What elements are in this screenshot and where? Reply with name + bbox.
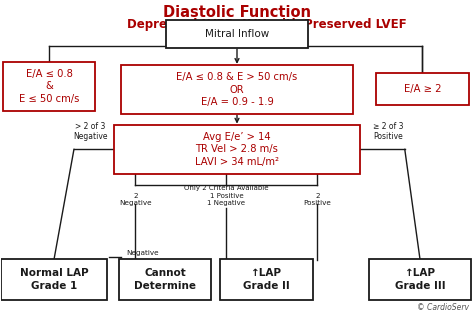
Text: Mitral Inflow: Mitral Inflow <box>205 29 269 39</box>
Text: Depressed LVEF: Depressed LVEF <box>128 18 237 31</box>
FancyBboxPatch shape <box>220 259 313 300</box>
Text: Only 2 Criteria Available: Only 2 Criteria Available <box>184 185 269 191</box>
FancyBboxPatch shape <box>121 65 353 114</box>
Text: LVH with Preserved LVEF: LVH with Preserved LVEF <box>238 18 407 31</box>
Text: ≥ 2 of 3
Positive: ≥ 2 of 3 Positive <box>373 122 403 142</box>
FancyBboxPatch shape <box>0 259 107 300</box>
FancyBboxPatch shape <box>3 62 95 111</box>
Text: 2
Positive: 2 Positive <box>303 193 331 206</box>
Text: 2
Negative: 2 Negative <box>119 193 152 206</box>
Text: Negative: Negative <box>126 250 159 256</box>
Text: © CardioServ: © CardioServ <box>417 303 469 312</box>
Text: Cannot
Determine: Cannot Determine <box>134 268 196 290</box>
Text: Avg E/e’ > 14
TR Vel > 2.8 m/s
LAVI > 34 mL/m²: Avg E/e’ > 14 TR Vel > 2.8 m/s LAVI > 34… <box>195 131 279 167</box>
Text: Diastolic Function: Diastolic Function <box>163 5 311 21</box>
FancyBboxPatch shape <box>119 259 211 300</box>
Text: E/A ≥ 2: E/A ≥ 2 <box>404 84 441 94</box>
Text: or: or <box>230 18 244 31</box>
Text: ↑LAP
Grade III: ↑LAP Grade III <box>395 268 446 290</box>
FancyBboxPatch shape <box>114 125 360 174</box>
Text: ↑LAP
Grade II: ↑LAP Grade II <box>243 268 290 290</box>
Text: E/A ≤ 0.8 & E > 50 cm/s
OR
E/A = 0.9 - 1.9: E/A ≤ 0.8 & E > 50 cm/s OR E/A = 0.9 - 1… <box>176 72 298 107</box>
Text: 1 Positive
1 Negative: 1 Positive 1 Negative <box>207 193 246 206</box>
FancyBboxPatch shape <box>166 20 308 48</box>
Text: > 2 of 3
Negative: > 2 of 3 Negative <box>73 122 108 142</box>
Text: E/A ≤ 0.8
&
E ≤ 50 cm/s: E/A ≤ 0.8 & E ≤ 50 cm/s <box>19 69 79 104</box>
FancyBboxPatch shape <box>376 73 469 105</box>
Text: Normal LAP
Grade 1: Normal LAP Grade 1 <box>19 268 88 290</box>
FancyBboxPatch shape <box>369 259 471 300</box>
